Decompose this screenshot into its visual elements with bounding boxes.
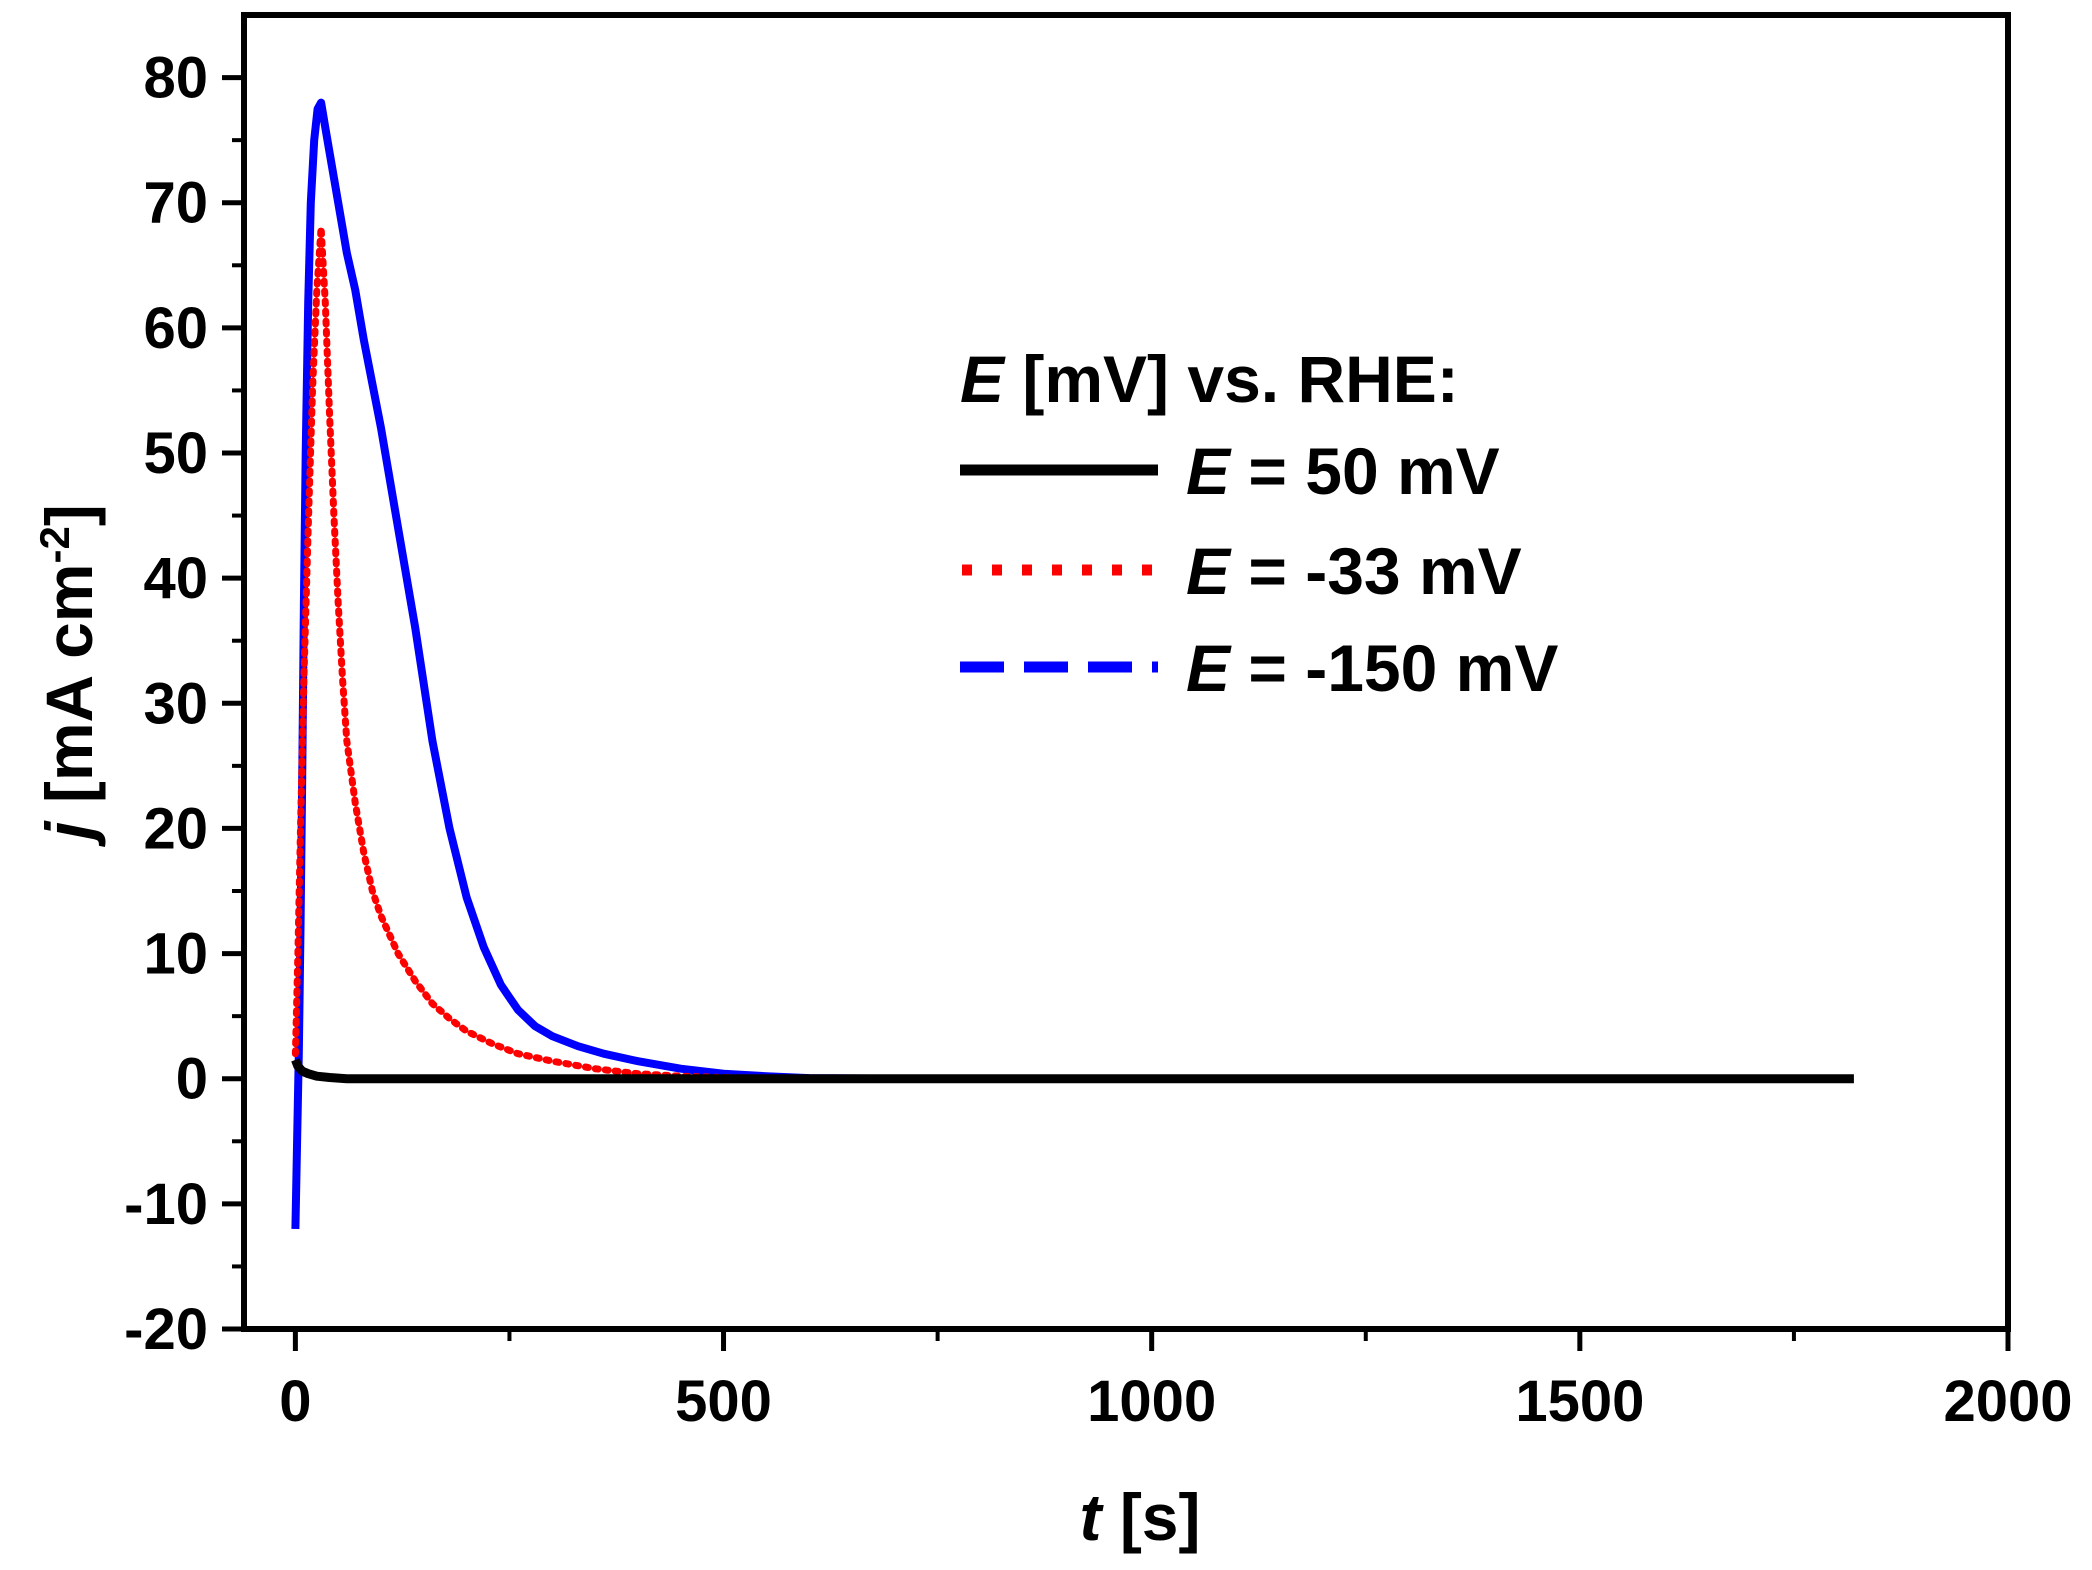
- x-axis-ticks: 0 500 1000 1500 2000: [279, 1329, 2073, 1434]
- y-tick-label: 20: [143, 796, 208, 861]
- x-tick-label: 1500: [1515, 1369, 1644, 1434]
- y-tick-label: -10: [124, 1172, 208, 1237]
- y-axis-ticks: -20 -10 0 10 20 30 40 50 60 70 80: [124, 46, 244, 1362]
- y-tick-label: 70: [143, 171, 208, 236]
- plot-frame: [241, 12, 2011, 1332]
- series-line-50mv: [291, 1058, 1854, 1084]
- y-tick-label: 30: [143, 671, 208, 736]
- x-axis-title: t [s]: [1080, 1480, 1201, 1554]
- y-tick-label: -20: [124, 1297, 208, 1362]
- series-layer: [291, 98, 1854, 1229]
- legend-label-minus150mv: E = -150 mV: [1186, 631, 1558, 705]
- y-tick-label: 0: [176, 1047, 208, 1112]
- y-axis-title: j [mA cm-2]: [31, 504, 107, 848]
- series-line-minus33mv: [291, 224, 813, 1083]
- legend-label-minus33mv: E = -33 mV: [1186, 534, 1522, 608]
- y-tick-label: 40: [143, 546, 208, 611]
- y-tick-label: 10: [143, 922, 208, 987]
- y-tick-label: 50: [143, 421, 208, 486]
- series-line-minus150mv: [291, 98, 1341, 1229]
- legend-title: E [mV] vs. RHE:: [960, 342, 1459, 416]
- x-tick-label: 0: [279, 1369, 311, 1434]
- x-tick-label: 1000: [1087, 1369, 1216, 1434]
- x-tick-label: 2000: [1943, 1369, 2072, 1434]
- x-tick-label: 500: [675, 1369, 772, 1434]
- y-tick-label: 80: [143, 46, 208, 111]
- y-tick-label: 60: [143, 296, 208, 361]
- legend-label-50mv: E = 50 mV: [1186, 434, 1500, 508]
- legend: E [mV] vs. RHE: E = 50 mV E = -33 mV E =…: [960, 342, 1558, 705]
